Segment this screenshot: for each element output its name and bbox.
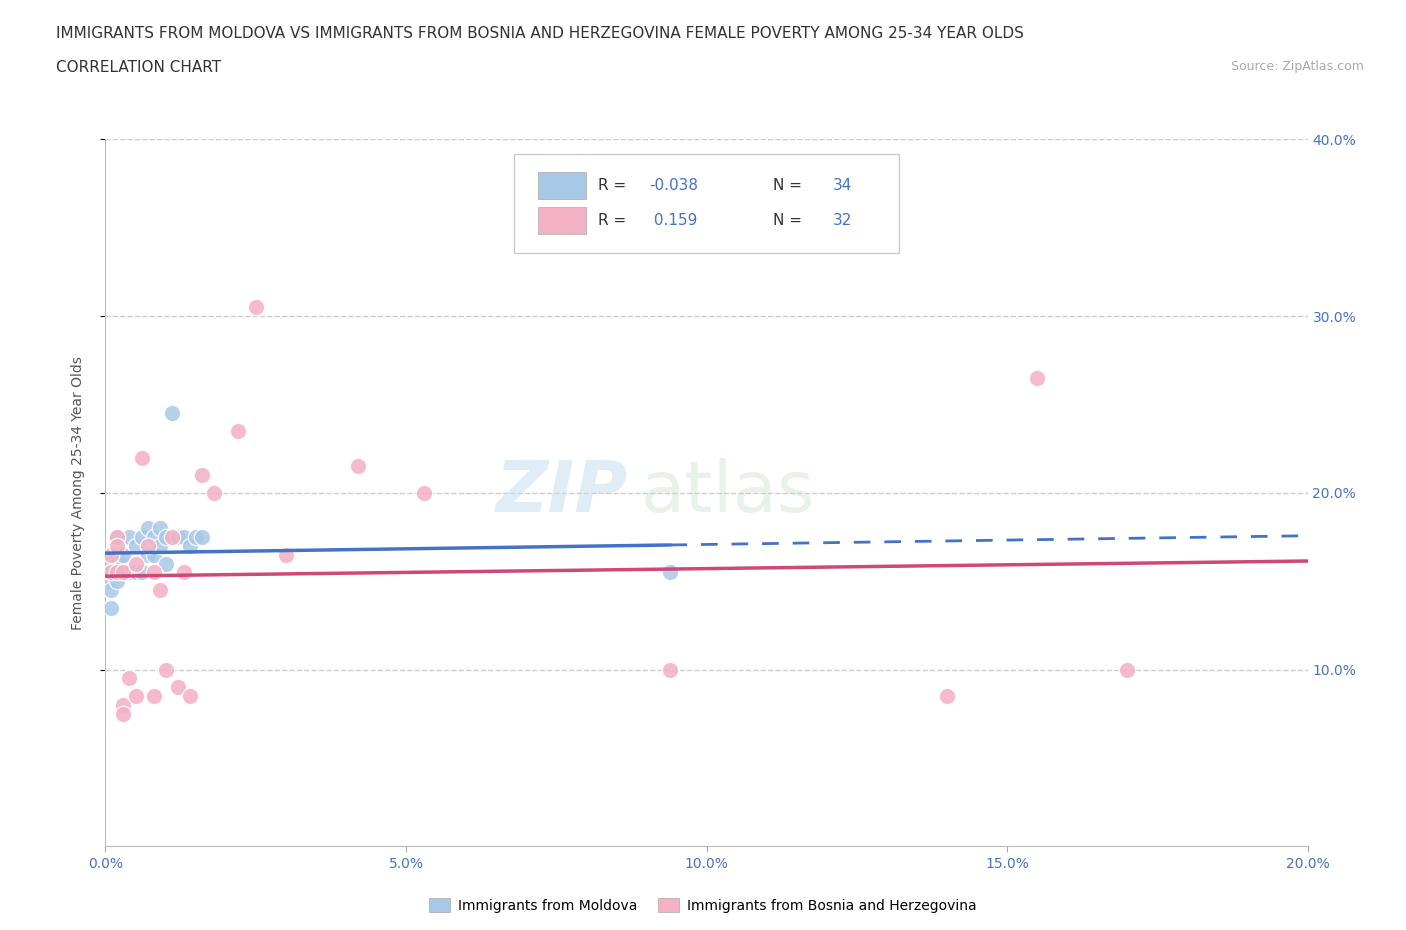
- Text: -0.038: -0.038: [648, 178, 697, 193]
- Point: [107, 530, 129, 545]
- Text: Source: ZipAtlas.com: Source: ZipAtlas.com: [1230, 60, 1364, 73]
- Point: [107, 538, 129, 553]
- Point: [179, 688, 201, 704]
- Point: [112, 556, 135, 571]
- Y-axis label: Female Poverty Among 25-34 Year Olds: Female Poverty Among 25-34 Year Olds: [70, 356, 84, 630]
- Point: [107, 547, 129, 562]
- Point: [160, 406, 183, 421]
- Point: [1026, 371, 1049, 386]
- Text: N =: N =: [773, 178, 807, 193]
- Point: [107, 556, 129, 571]
- Point: [124, 565, 146, 580]
- Text: 0.159: 0.159: [648, 213, 697, 228]
- Point: [136, 547, 159, 562]
- FancyBboxPatch shape: [515, 153, 898, 253]
- Point: [347, 459, 370, 474]
- Point: [100, 582, 122, 598]
- Point: [100, 601, 122, 616]
- Point: [107, 530, 129, 545]
- Point: [173, 565, 195, 580]
- Text: IMMIGRANTS FROM MOLDOVA VS IMMIGRANTS FROM BOSNIA AND HERZEGOVINA FEMALE POVERTY: IMMIGRANTS FROM MOLDOVA VS IMMIGRANTS FR…: [56, 26, 1024, 41]
- Point: [413, 485, 436, 500]
- Point: [190, 530, 212, 545]
- Legend: Immigrants from Moldova, Immigrants from Bosnia and Herzegovina: Immigrants from Moldova, Immigrants from…: [423, 893, 983, 919]
- Point: [131, 530, 153, 545]
- Point: [226, 424, 249, 439]
- Point: [124, 538, 146, 553]
- Text: CORRELATION CHART: CORRELATION CHART: [56, 60, 221, 75]
- Point: [112, 565, 135, 580]
- Point: [100, 574, 122, 589]
- Point: [112, 565, 135, 580]
- Point: [112, 547, 135, 562]
- Point: [112, 698, 135, 712]
- Text: 34: 34: [832, 178, 852, 193]
- Point: [155, 556, 177, 571]
- Point: [179, 538, 201, 553]
- Text: R =: R =: [599, 213, 631, 228]
- Point: [155, 662, 177, 677]
- Point: [936, 688, 959, 704]
- Point: [184, 530, 207, 545]
- Point: [166, 680, 188, 695]
- Point: [659, 565, 682, 580]
- Text: 32: 32: [832, 213, 852, 228]
- Text: atlas: atlas: [640, 458, 814, 527]
- Text: N =: N =: [773, 213, 807, 228]
- Point: [659, 662, 682, 677]
- Point: [131, 565, 153, 580]
- Point: [245, 300, 267, 315]
- Point: [173, 530, 195, 545]
- Point: [100, 565, 122, 580]
- Point: [131, 450, 153, 465]
- Point: [107, 565, 129, 580]
- Point: [124, 688, 146, 704]
- Point: [155, 530, 177, 545]
- Point: [160, 530, 183, 545]
- Point: [190, 468, 212, 483]
- Point: [100, 556, 122, 571]
- Point: [148, 521, 170, 536]
- Point: [136, 538, 159, 553]
- Point: [107, 574, 129, 589]
- Point: [118, 565, 141, 580]
- Point: [124, 556, 146, 571]
- Point: [166, 530, 188, 545]
- Point: [142, 565, 165, 580]
- Point: [142, 530, 165, 545]
- Point: [202, 485, 225, 500]
- Point: [148, 538, 170, 553]
- Point: [142, 688, 165, 704]
- Point: [100, 547, 122, 562]
- Point: [142, 547, 165, 562]
- Text: R =: R =: [599, 178, 631, 193]
- Text: ZIP: ZIP: [496, 458, 628, 527]
- Point: [118, 530, 141, 545]
- Point: [148, 582, 170, 598]
- Point: [118, 671, 141, 686]
- Point: [274, 547, 297, 562]
- Point: [107, 565, 129, 580]
- Bar: [538, 172, 586, 199]
- Point: [100, 565, 122, 580]
- Point: [112, 707, 135, 722]
- Bar: [538, 207, 586, 234]
- Point: [136, 521, 159, 536]
- Point: [1116, 662, 1139, 677]
